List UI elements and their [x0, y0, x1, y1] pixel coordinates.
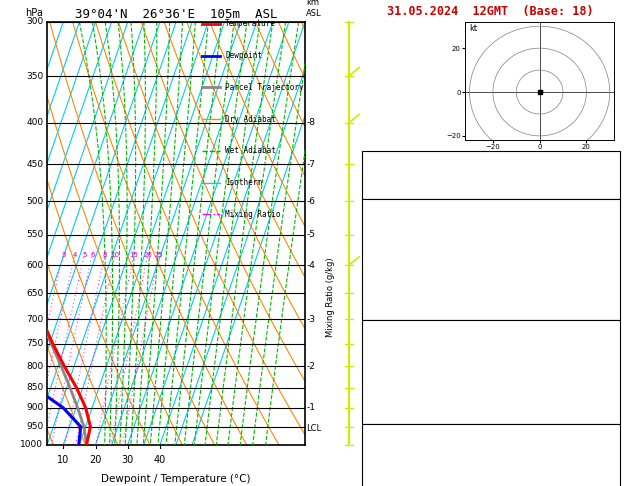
Text: θₜ (K): θₜ (K) — [369, 358, 404, 368]
Text: Dewp (°C): Dewp (°C) — [369, 238, 422, 247]
Text: -2: -2 — [306, 362, 315, 371]
Text: Dewpoint: Dewpoint — [225, 51, 262, 60]
Text: 650: 650 — [26, 289, 43, 298]
Text: CIN (J): CIN (J) — [369, 410, 411, 420]
Text: 0: 0 — [608, 375, 615, 385]
Text: 320: 320 — [597, 358, 615, 368]
Text: 30: 30 — [121, 455, 134, 465]
Text: 10: 10 — [111, 252, 120, 258]
Text: Wet Adiabat: Wet Adiabat — [225, 146, 276, 156]
Text: Lifted Index: Lifted Index — [369, 272, 440, 282]
Text: 15: 15 — [130, 252, 138, 258]
Text: -5: -5 — [306, 230, 315, 239]
Text: Mixing Ratio: Mixing Ratio — [225, 210, 281, 219]
Text: hPa: hPa — [25, 8, 43, 17]
Text: 750: 750 — [26, 339, 43, 348]
Text: 153: 153 — [597, 410, 615, 420]
Text: 6: 6 — [90, 252, 94, 258]
Text: 17.2: 17.2 — [591, 220, 615, 230]
Text: CIN (J): CIN (J) — [369, 306, 411, 316]
Text: θₜ(K): θₜ(K) — [369, 255, 399, 265]
Text: 19: 19 — [603, 393, 615, 403]
Bar — [362, 320, 620, 424]
Text: LCL: LCL — [306, 424, 321, 433]
Text: 950: 950 — [26, 422, 43, 431]
Text: 300: 300 — [26, 17, 43, 26]
Title: 39°04'N  26°36'E  105m  ASL: 39°04'N 26°36'E 105m ASL — [75, 8, 277, 21]
Text: -4: -4 — [306, 261, 315, 270]
Text: Temp (°C): Temp (°C) — [369, 220, 422, 230]
Text: 31.05.2024  12GMT  (Base: 18): 31.05.2024 12GMT (Base: 18) — [387, 5, 594, 17]
Text: kt: kt — [469, 24, 477, 33]
Text: K: K — [369, 154, 376, 164]
Text: 600: 600 — [26, 261, 43, 270]
Text: 1000: 1000 — [20, 440, 43, 449]
Text: 264°: 264° — [591, 482, 615, 486]
Text: PW (cm): PW (cm) — [369, 186, 411, 196]
Text: -1: -1 — [306, 403, 315, 412]
Text: 28: 28 — [603, 446, 615, 456]
Text: 320: 320 — [597, 255, 615, 265]
Bar — [362, 151, 620, 199]
Text: 20: 20 — [89, 455, 102, 465]
Text: 10: 10 — [57, 455, 69, 465]
Text: 0: 0 — [608, 272, 615, 282]
Text: Mixing Ratio (g/kg): Mixing Ratio (g/kg) — [326, 257, 335, 336]
Text: 8: 8 — [103, 252, 108, 258]
Text: StmDir: StmDir — [369, 482, 404, 486]
Text: Pressure (mb): Pressure (mb) — [369, 341, 446, 351]
Text: CAPE (J): CAPE (J) — [369, 393, 416, 403]
Text: EH: EH — [369, 446, 381, 456]
Text: 3: 3 — [61, 252, 65, 258]
Text: 350: 350 — [26, 71, 43, 81]
Text: 168: 168 — [597, 306, 615, 316]
Text: -3: -3 — [306, 315, 315, 324]
Text: 5: 5 — [82, 252, 87, 258]
Text: Totals Totals: Totals Totals — [369, 170, 446, 180]
Text: 13: 13 — [603, 289, 615, 299]
Text: Temperature: Temperature — [225, 19, 276, 29]
Text: 500: 500 — [26, 197, 43, 206]
Text: 20: 20 — [143, 252, 152, 258]
Text: 1000: 1000 — [591, 341, 615, 351]
Text: SREH: SREH — [369, 464, 393, 474]
Text: Dewpoint / Temperature (°C): Dewpoint / Temperature (°C) — [101, 474, 251, 484]
Text: -6: -6 — [306, 197, 315, 206]
Text: 18: 18 — [603, 154, 615, 164]
Text: Dry Adiabat: Dry Adiabat — [225, 115, 276, 123]
Bar — [362, 199, 620, 320]
Text: Most Unstable: Most Unstable — [450, 324, 532, 333]
Text: 25: 25 — [155, 252, 164, 258]
Text: Surface: Surface — [469, 203, 513, 213]
Bar — [362, 424, 620, 486]
Text: 850: 850 — [26, 383, 43, 392]
Text: 550: 550 — [26, 230, 43, 239]
Text: 700: 700 — [26, 315, 43, 324]
Text: 14.8: 14.8 — [591, 238, 615, 247]
Text: 800: 800 — [26, 362, 43, 371]
Text: -8: -8 — [306, 119, 315, 127]
Text: km
ASL: km ASL — [306, 0, 322, 17]
Text: Parcel Trajectory: Parcel Trajectory — [225, 83, 304, 92]
Text: 450: 450 — [26, 160, 43, 169]
Text: 29: 29 — [603, 464, 615, 474]
Text: Isotherm: Isotherm — [225, 178, 262, 187]
Text: 4: 4 — [73, 252, 77, 258]
Text: 400: 400 — [26, 119, 43, 127]
Text: -7: -7 — [306, 160, 315, 169]
Text: 1.97: 1.97 — [591, 186, 615, 196]
Text: Lifted Index: Lifted Index — [369, 375, 440, 385]
Text: 900: 900 — [26, 403, 43, 412]
Text: Hodograph: Hodograph — [462, 428, 519, 437]
Text: 40: 40 — [154, 455, 166, 465]
Text: CAPE (J): CAPE (J) — [369, 289, 416, 299]
Text: 44: 44 — [603, 170, 615, 180]
